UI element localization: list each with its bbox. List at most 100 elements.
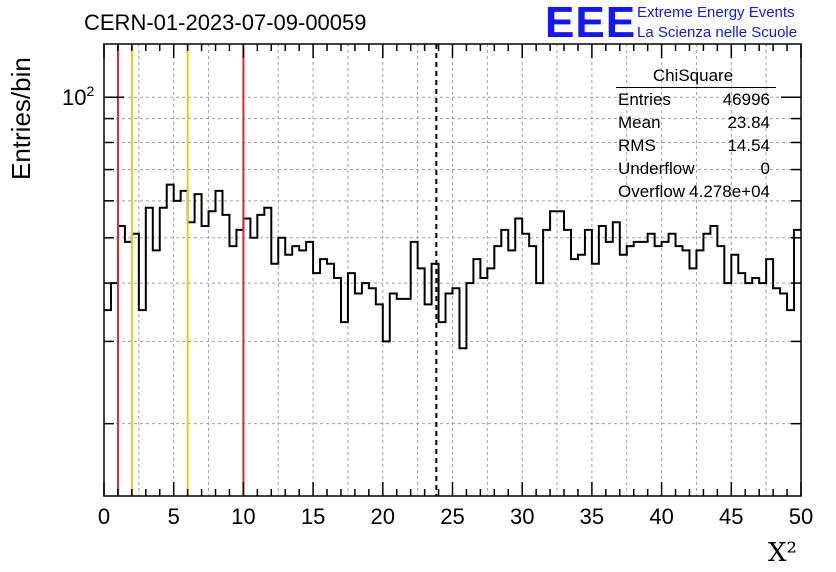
histogram-bin — [592, 264, 599, 496]
histogram-bin — [404, 299, 411, 496]
histogram-bin — [648, 234, 655, 496]
histogram-bin — [362, 283, 369, 496]
histogram-bin — [738, 273, 745, 496]
histogram-bin — [250, 238, 257, 496]
stats-row-rms: RMS 14.54 — [610, 136, 776, 159]
histogram-bin — [703, 234, 710, 496]
histogram-bin — [585, 230, 592, 496]
histogram-bin — [620, 255, 627, 496]
stats-key: Underflow — [618, 159, 695, 178]
histogram-bin — [181, 191, 188, 496]
histogram-bin — [515, 218, 522, 496]
stats-key: Mean — [618, 113, 661, 132]
histogram-bin — [432, 264, 439, 496]
histogram-bin — [641, 242, 648, 496]
histogram-bin — [794, 230, 801, 496]
histogram-bin — [724, 283, 731, 496]
x-tick-label: 0 — [98, 504, 110, 529]
histogram-bin — [299, 250, 306, 496]
x-tick-label: 20 — [371, 504, 395, 529]
stats-key: Overflow — [618, 182, 686, 201]
histogram-bin — [125, 242, 132, 496]
histogram-bin — [669, 234, 676, 496]
histogram-bin — [118, 226, 125, 496]
stats-value: 4.278e+04 — [689, 182, 770, 201]
stats-key: RMS — [618, 136, 656, 155]
y-tick-labels: 102 — [62, 83, 94, 110]
histogram-bin — [264, 208, 271, 496]
histogram-bin — [494, 246, 501, 496]
histogram-bin — [696, 250, 703, 496]
stats-row-overflow: Overflow 4.278e+04 — [610, 182, 776, 205]
histogram-bin — [536, 283, 543, 496]
x-tick-label: 30 — [510, 504, 534, 529]
y-tick-label: 102 — [62, 83, 94, 110]
stats-key: Entries — [618, 90, 671, 109]
histogram-bin — [411, 242, 418, 496]
histogram-bin — [766, 259, 773, 496]
histogram-bin — [459, 348, 466, 496]
x-tick-label: 25 — [440, 504, 464, 529]
histogram-bin — [202, 226, 209, 496]
histogram-bin — [689, 268, 696, 496]
x-tick-label: 35 — [580, 504, 604, 529]
histogram-bin — [731, 255, 738, 496]
eee-logo: EEE — [545, 0, 637, 47]
histogram-bin — [571, 259, 578, 496]
x-axis-label: X² — [768, 538, 797, 568]
histogram-bin — [390, 293, 397, 496]
chart-title: CERN-01-2023-07-09-00059 — [84, 10, 367, 35]
histogram-bin — [655, 246, 662, 496]
histogram-bin — [313, 273, 320, 496]
histogram-bin — [397, 299, 404, 496]
histogram-bin — [376, 304, 383, 496]
histogram-bin — [132, 234, 139, 496]
histogram-bin — [627, 246, 634, 496]
stats-row-entries: Entries 46996 — [610, 90, 776, 113]
histogram-bin — [160, 208, 167, 496]
x-tick-label: 40 — [649, 504, 673, 529]
x-tick-labels: 0 5 10 15 20 25 30 35 40 45 50 — [98, 504, 813, 529]
histogram-bin — [188, 222, 195, 496]
histogram-bin — [550, 211, 557, 496]
histogram-bin — [787, 310, 794, 496]
histogram-bin — [752, 278, 759, 496]
histogram-bin — [104, 310, 111, 496]
histogram-bin — [759, 283, 766, 496]
histogram-bin — [222, 215, 229, 496]
histogram-bin — [167, 185, 174, 496]
histogram-bin — [334, 278, 341, 496]
histogram-bin — [111, 283, 118, 496]
histogram-bin — [466, 283, 473, 496]
histogram-bin — [285, 255, 292, 496]
histogram-bin — [355, 293, 362, 496]
histogram-bin — [473, 259, 480, 496]
histogram-bin — [480, 278, 487, 496]
histogram-bin — [599, 226, 606, 496]
histogram-bin — [278, 238, 285, 496]
histogram-bin — [529, 246, 536, 496]
stats-value: 14.54 — [727, 136, 770, 155]
axis-ticks — [103, 44, 802, 496]
histogram-bin — [717, 246, 724, 496]
histogram-bin — [745, 283, 752, 496]
histogram-bin — [613, 222, 620, 496]
histogram-bin — [146, 208, 153, 496]
histogram-bin — [564, 230, 571, 496]
histogram-bin — [243, 218, 250, 496]
histogram-bin — [327, 264, 334, 496]
stats-name: ChiSquare — [652, 66, 734, 85]
logo-line-1: Extreme Energy Events — [637, 4, 795, 21]
histogram-outline — [104, 183, 801, 350]
grid-lines — [104, 44, 801, 496]
histogram-bin — [676, 246, 683, 496]
histogram-bin — [773, 288, 780, 496]
histogram-bin — [439, 322, 446, 496]
stats-value: 0 — [760, 159, 770, 178]
histogram-bin — [446, 293, 453, 496]
stats-value: 23.84 — [727, 113, 770, 132]
histogram-bin — [292, 246, 299, 496]
histogram-bin — [487, 268, 494, 496]
x-tick-label: 10 — [231, 504, 255, 529]
